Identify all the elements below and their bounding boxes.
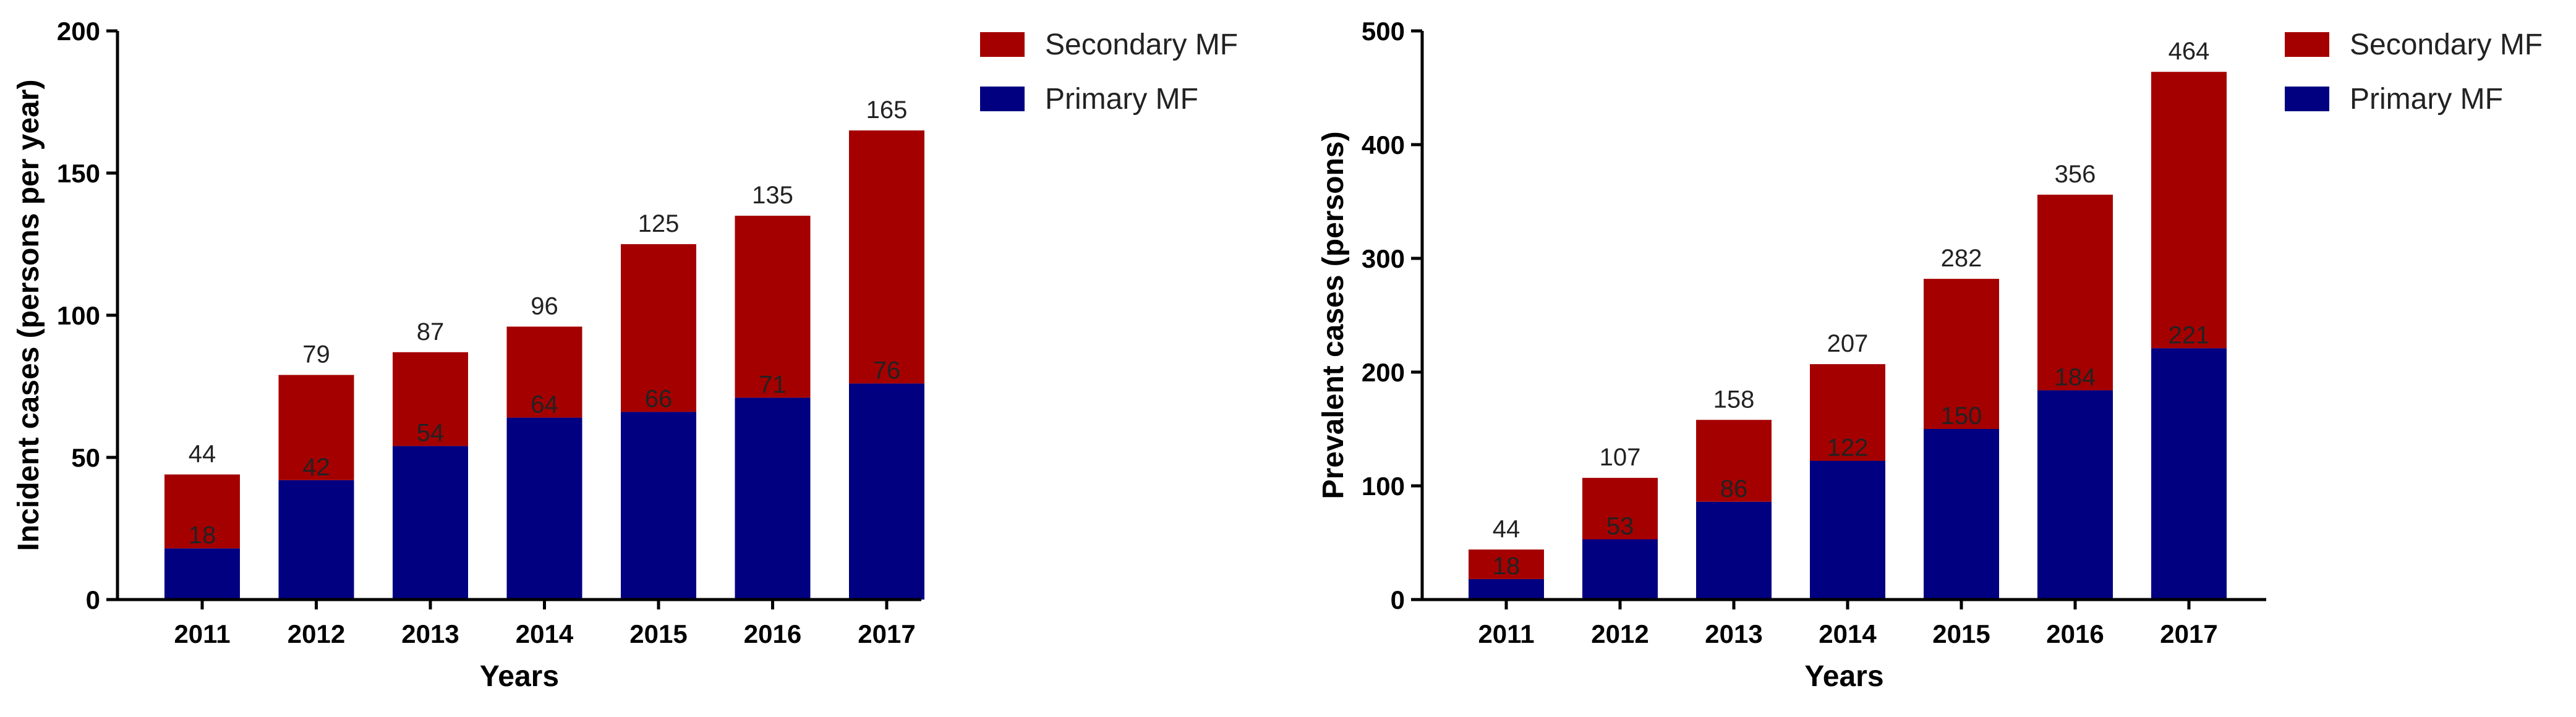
legend-swatch-primary-mf: [2285, 87, 2329, 111]
segment-label-2014: 64: [531, 391, 558, 418]
total-label-2013: 87: [417, 318, 445, 346]
y-tick-label-200: 200: [1362, 358, 1405, 387]
y-tick-label-200: 200: [57, 17, 100, 46]
bar-primary-mf-2013: [393, 446, 468, 600]
x-tick-label-2012: 2012: [1591, 619, 1648, 648]
bar-secondary-mf-2017: [849, 130, 924, 384]
y-tick-label-0: 0: [1391, 585, 1405, 614]
legend-label-primary-mf: Primary MF: [2350, 83, 2503, 116]
bar-secondary-mf-2016: [735, 216, 811, 398]
bar-secondary-mf-2012: [1582, 478, 1658, 540]
segment-label-2015: 150: [1941, 402, 1982, 430]
legend-swatch-secondary-mf: [980, 32, 1025, 57]
incident-cases-chart: 18 44 2011 42 79 2012 54 87 2013 64 96 2014 66 125 201…: [12, 17, 1238, 693]
total-label-2014: 207: [1827, 330, 1869, 357]
legend-label-secondary-mf: Secondary MF: [2350, 28, 2543, 61]
x-tick-label-2013: 2013: [401, 619, 459, 648]
y-tick-label-500: 500: [1362, 17, 1405, 46]
total-label-2012: 79: [302, 341, 330, 368]
bar-secondary-mf-2013: [393, 352, 468, 446]
bar-primary-mf-2015: [1924, 429, 1999, 600]
x-tick-label-2017: 2017: [2160, 619, 2217, 648]
y-axis-title: Incident cases (persons per year): [12, 80, 45, 551]
total-label-2011: 44: [189, 441, 216, 468]
legend-label-primary-mf: Primary MF: [1045, 83, 1198, 116]
total-label-2013: 158: [1713, 386, 1755, 413]
prevalent-cases-chart: 18 44 2011 53 107 2012 86 158 2013 122 207 2014 150 2…: [1317, 17, 2543, 693]
total-label-2017: 165: [866, 96, 908, 124]
bar-primary-mf-2017: [849, 383, 924, 600]
x-tick-label-2012: 2012: [288, 619, 345, 648]
y-tick-label-300: 300: [1362, 244, 1405, 273]
y-tick-label-150: 150: [57, 159, 100, 188]
bar-primary-mf-2016: [735, 397, 811, 600]
bar-secondary-mf-2017: [2151, 72, 2227, 349]
bar-primary-mf-2016: [2037, 390, 2113, 600]
segment-label-2017: 221: [2169, 321, 2210, 349]
total-label-2012: 107: [1600, 444, 1641, 471]
y-tick-label-50: 50: [71, 443, 100, 472]
x-tick-label-2017: 2017: [858, 619, 915, 648]
bar-primary-mf-2014: [506, 417, 582, 600]
bar-secondary-mf-2011: [1469, 549, 1544, 579]
bar-primary-mf-2011: [1469, 579, 1544, 600]
total-label-2016: 135: [752, 182, 793, 209]
y-tick-label-400: 400: [1362, 130, 1405, 159]
x-axis-title: Years: [480, 660, 559, 693]
y-tick-label-0: 0: [86, 585, 100, 614]
segment-label-2016: 71: [759, 371, 787, 398]
y-tick-label-100: 100: [1362, 472, 1405, 501]
legend-swatch-secondary-mf: [2285, 32, 2329, 57]
segment-label-2013: 54: [417, 420, 445, 447]
segment-label-2011: 18: [189, 522, 216, 549]
bar-primary-mf-2012: [278, 480, 354, 600]
legend-label-secondary-mf: Secondary MF: [1045, 28, 1238, 61]
segment-label-2016: 184: [2055, 363, 2096, 391]
x-tick-label-2014: 2014: [1819, 619, 1877, 648]
x-tick-label-2016: 2016: [744, 619, 801, 648]
bar-secondary-mf-2015: [621, 244, 696, 412]
bar-secondary-mf-2011: [164, 474, 240, 549]
segment-label-2011: 18: [1493, 553, 1520, 580]
bar-secondary-mf-2012: [278, 375, 354, 480]
segment-label-2015: 66: [645, 385, 673, 412]
bar-primary-mf-2017: [2151, 348, 2227, 600]
legend-swatch-primary-mf: [980, 87, 1025, 111]
segment-label-2012: 53: [1606, 512, 1634, 540]
bar-secondary-mf-2014: [1810, 364, 1885, 461]
segment-label-2012: 42: [302, 454, 330, 481]
total-label-2017: 464: [2169, 38, 2210, 65]
bar-primary-mf-2012: [1582, 539, 1658, 600]
x-tick-label-2016: 2016: [2046, 619, 2104, 648]
bar-primary-mf-2014: [1810, 460, 1885, 600]
bar-secondary-mf-2016: [2037, 194, 2113, 391]
total-label-2015: 125: [638, 210, 680, 237]
x-tick-label-2011: 2011: [174, 619, 230, 648]
segment-label-2017: 76: [873, 357, 901, 384]
bar-primary-mf-2013: [1696, 501, 1772, 600]
y-tick-label-100: 100: [57, 301, 100, 330]
bar-secondary-mf-2013: [1696, 420, 1772, 502]
x-tick-label-2015: 2015: [629, 619, 687, 648]
total-label-2011: 44: [1493, 515, 1520, 543]
total-label-2015: 282: [1941, 245, 1982, 272]
segment-label-2014: 122: [1827, 435, 1869, 462]
bar-secondary-mf-2015: [1924, 279, 1999, 429]
segment-label-2013: 86: [1720, 475, 1748, 503]
total-label-2016: 356: [2055, 161, 2096, 188]
bar-secondary-mf-2014: [506, 326, 582, 418]
x-tick-label-2013: 2013: [1705, 619, 1762, 648]
bar-primary-mf-2011: [164, 548, 240, 600]
x-tick-label-2011: 2011: [1478, 619, 1534, 648]
x-tick-label-2015: 2015: [1932, 619, 1990, 648]
total-label-2014: 96: [531, 292, 558, 320]
bar-primary-mf-2015: [621, 412, 696, 600]
x-tick-label-2014: 2014: [516, 619, 574, 648]
y-axis-title: Prevalent cases (persons): [1317, 132, 1350, 499]
x-axis-title: Years: [1804, 660, 1883, 693]
